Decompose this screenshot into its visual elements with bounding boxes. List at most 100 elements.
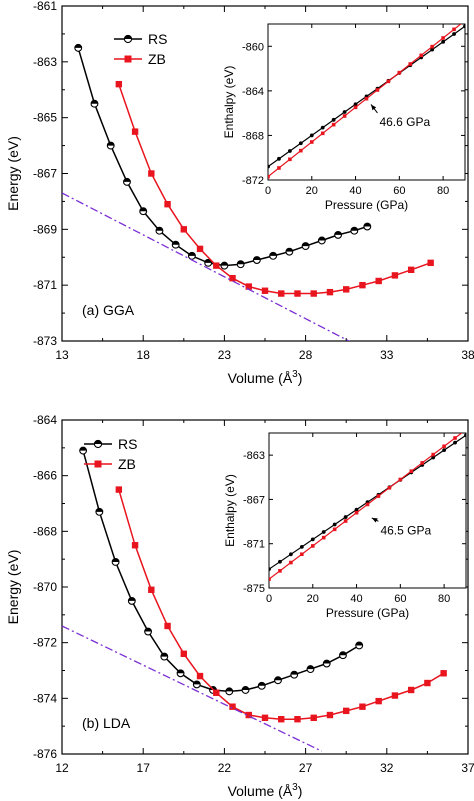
data-point-rs-fill — [177, 669, 184, 674]
inset-point-rs — [331, 117, 336, 122]
inset-point-zb — [342, 114, 347, 118]
data-point-zb — [115, 80, 123, 88]
data-point-rs-fill — [193, 681, 201, 685]
inset-x-tick-label: 20 — [306, 185, 318, 197]
x-tick-label: 33 — [380, 348, 394, 362]
inset-point-zb — [300, 552, 304, 557]
y-tick-label: -873 — [33, 334, 57, 348]
inset-point-rs — [353, 102, 358, 107]
inset-point-rs — [342, 110, 347, 114]
inset-point-zb — [376, 494, 381, 498]
data-point-rs-fill — [188, 252, 196, 256]
inset-point-rs — [343, 515, 348, 519]
inset-x-axis-title: Pressure (GPa) — [325, 198, 408, 212]
data-point-rs-fill — [290, 671, 298, 675]
inset-point-zb — [310, 544, 315, 548]
inset-point-zb — [409, 469, 414, 473]
x-tick-label: 22 — [218, 761, 232, 775]
inset-y-axis-title: Enthalpy (eV) — [223, 474, 237, 547]
inset-y-tick-label: -872 — [242, 175, 264, 187]
inset-point-zb — [309, 140, 314, 144]
panel-label: (a) GGA — [82, 302, 135, 318]
data-point-zb — [164, 201, 171, 208]
inset-point-zb — [431, 452, 435, 457]
inset-point-zb — [332, 527, 337, 532]
inset-point-zb — [419, 53, 424, 58]
data-point-zb — [440, 670, 447, 677]
inset-point-zb — [442, 444, 446, 449]
data-point-rs-fill — [318, 237, 326, 241]
data-point-zb — [343, 707, 350, 715]
x-tick-label: 12 — [55, 761, 69, 775]
data-point-zb — [294, 290, 301, 297]
data-point-rs-fill — [363, 223, 371, 227]
y-tick-label: -861 — [33, 0, 57, 13]
inset-x-axis-title: Pressure (GPa) — [326, 606, 409, 620]
data-point-rs-fill — [253, 256, 261, 261]
inset-point-zb — [398, 477, 403, 482]
inset-point-zb — [397, 70, 402, 75]
inset-point-rs — [464, 433, 466, 438]
legend-label: RS — [118, 436, 137, 452]
inset-point-rs — [332, 522, 337, 527]
legend-marker-fill — [94, 440, 102, 444]
data-point-zb — [229, 703, 236, 710]
data-point-rs-fill — [74, 44, 82, 48]
inset-x-tick-label: 40 — [350, 593, 362, 605]
legend-marker-fill — [124, 35, 132, 39]
data-point-zb — [310, 714, 317, 722]
tangent-line — [62, 625, 323, 752]
inset-point-rs — [463, 24, 465, 29]
x-axis-title-superscript: 3 — [292, 369, 298, 380]
legend: RS ZB — [114, 31, 167, 67]
inset-point-zb — [353, 105, 358, 110]
inset-point-rs — [309, 133, 314, 138]
data-point-zb — [278, 290, 285, 297]
x-tick-label: 38 — [461, 348, 474, 362]
data-point-rs-fill — [91, 100, 98, 104]
inset-y-tick-label: -868 — [242, 130, 264, 142]
data-point-zb — [343, 286, 350, 293]
inset-x-tick-label: 80 — [438, 593, 450, 605]
inset-point-zb — [453, 436, 457, 440]
legend-label: RS — [148, 31, 167, 47]
panel-b: 12 17 22 27 32 37 -876 -874 -872 -870 -868 -866 -864… — [5, 413, 474, 799]
x-axis-title-end: ) — [298, 370, 303, 386]
annotation-arrowhead — [371, 104, 377, 111]
inset-point-zb — [387, 486, 392, 490]
inset-point-rs — [431, 455, 436, 460]
inset-point-zb — [354, 510, 359, 515]
data-point-rs-fill — [172, 241, 180, 245]
data-point-zb — [213, 262, 220, 269]
data-point-rs-fill — [221, 262, 228, 266]
data-point-rs-fill — [112, 558, 119, 562]
data-point-zb — [310, 290, 317, 297]
y-tick-label: -874 — [33, 691, 57, 705]
data-point-rs-fill — [350, 227, 358, 231]
data-point-rs-fill — [225, 687, 233, 692]
inset-point-rs — [298, 141, 303, 146]
inset-point-zb — [452, 27, 456, 32]
inset-y-tick-label: -860 — [242, 41, 264, 53]
inset-point-rs — [321, 530, 326, 534]
inset-point-zb — [269, 577, 271, 581]
inset-x-tick-label: 20 — [307, 593, 319, 605]
inset: 0 20 40 60 80 -875 -871 -867 -863 Pressure (GPa) E… — [223, 432, 467, 620]
data-point-rs-fill — [204, 259, 212, 263]
inset-x-tick-label: 80 — [437, 185, 449, 197]
tangent-line — [62, 192, 351, 341]
data-point-rs-fill — [237, 260, 245, 265]
data-point-rs-fill — [79, 447, 87, 451]
y-tick-label: -866 — [33, 469, 57, 483]
data-point-zb — [131, 542, 139, 549]
data-point-zb — [326, 711, 334, 719]
inset-point-zb — [386, 79, 391, 84]
y-axis-title: Energy (eV) — [5, 136, 21, 211]
x-tick-label: 37 — [461, 761, 474, 775]
data-point-rs-fill — [139, 207, 147, 212]
y-axis-title: Energy (eV) — [5, 550, 21, 625]
x-tick-label: 13 — [55, 348, 69, 362]
data-point-zb — [427, 259, 434, 267]
inset-point-rs — [354, 507, 359, 512]
data-point-zb — [148, 170, 155, 177]
